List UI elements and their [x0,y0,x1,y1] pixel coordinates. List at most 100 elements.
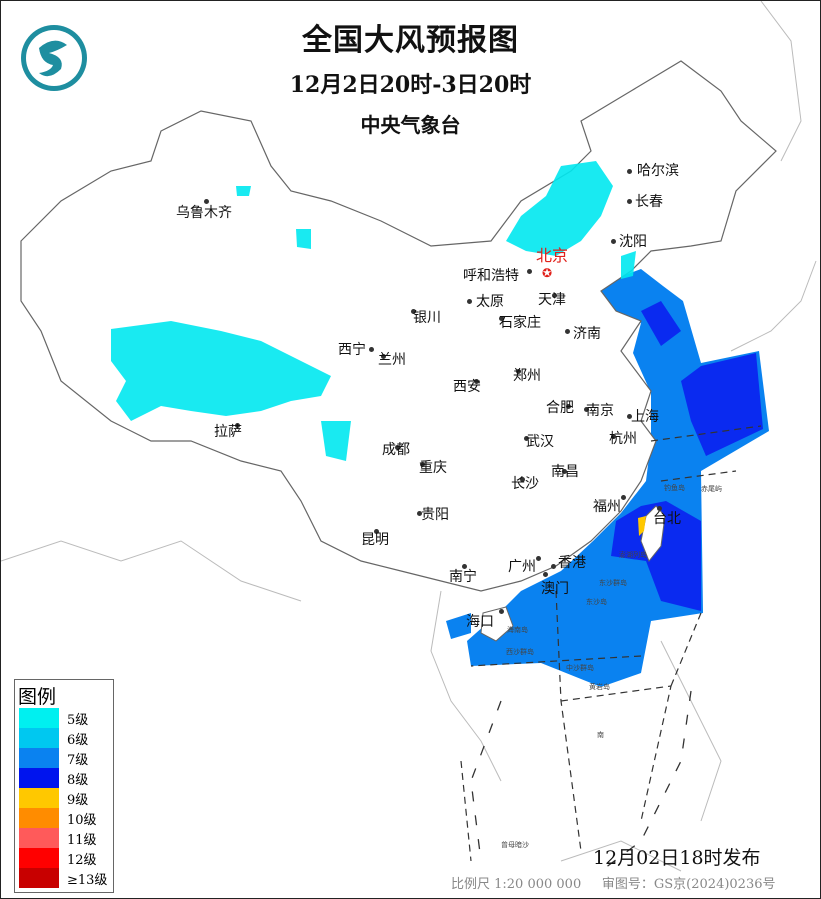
city-label: 兰州 [378,352,406,368]
city-dot [565,329,570,334]
city-label: 上海 [631,409,659,425]
city-dot [566,404,571,409]
legend-label: 5级 [67,712,89,728]
wind-area-level5-tibet [111,321,351,461]
city-label: 西宁 [338,342,366,358]
legend-swatch [19,728,59,748]
island-label: 黄岩岛 [589,683,610,691]
city-dot [611,434,616,439]
legend-label: 11级 [67,832,97,848]
city-label: 石家庄 [499,315,541,331]
neighbor-borders [1,1,817,872]
city-label: 长沙 [511,476,539,492]
city-label: 贵阳 [421,507,449,523]
island-label: 赤尾屿 [701,485,722,493]
legend-swatch [19,808,59,828]
city-label: 哈尔滨 [637,163,679,179]
forecast-period: 12月2日20时-3日20时 [289,72,532,98]
legend-label: 6级 [67,732,89,748]
legend-label: 8级 [67,772,89,788]
city-label: 沈阳 [619,234,647,250]
island-label: 中沙群岛 [566,664,594,672]
city-label: 南京 [586,403,614,419]
city-dot [621,495,626,500]
city-label: 重庆 [419,460,447,476]
city-dot [536,556,541,561]
city-dot [657,506,662,511]
legend-item: 9级 [15,788,113,808]
city-label: 昆明 [361,532,389,548]
legend-item: 5级 [15,708,113,728]
capital-star-icon: ✪ [542,266,553,280]
city-label: 济南 [573,326,601,342]
legend-swatch [19,748,59,768]
city-dot [584,407,589,412]
city-dot [543,572,548,577]
city-dot [235,423,240,428]
legend-swatch [19,828,59,848]
legend-swatch [19,708,59,728]
city-label: 成都 [382,442,410,458]
city-dot [552,293,557,298]
city-label: 呼和浩特 [463,268,519,284]
city-dot [417,511,422,516]
approval-number: 审图号：GS京(2024)0236号 [601,877,776,892]
legend-item: 10级 [15,808,113,828]
island-label: 曾母暗沙 [501,841,529,849]
cma-logo [21,25,87,91]
capital-label: 北京 [536,246,569,265]
city-dot [499,609,504,614]
legend-title: 图例 [18,686,57,708]
island-label: 澎湖列岛 [619,551,647,559]
island-label: 东沙群岛 [599,579,627,587]
city-dot [627,199,632,204]
city-dot [369,347,374,352]
issuing-agency: 中央气象台 [360,113,461,137]
city-label: 杭州 [609,431,637,447]
city-label: 广州 [508,559,536,575]
legend-swatch [19,848,59,868]
legend-item: 12级 [15,848,113,868]
city-label: 南宁 [449,569,477,585]
nine-dash-line [470,690,692,872]
map-footer: 比例尺 1:20 000 000 审图号：GS京(2024)0236号 [451,873,776,892]
legend-label: 9级 [67,792,89,808]
city-label: 天津 [538,292,566,308]
city-dot [374,529,379,534]
island-label: 南 [597,731,604,739]
city-label: 南昌 [551,464,579,480]
legend-item: ≥13级 [15,868,113,888]
city-dot [499,316,504,321]
city-dot [411,309,416,314]
wind-area-level9 [638,516,646,536]
legend-swatch [19,768,59,788]
legend-item: 8级 [15,768,113,788]
island-label: 钓鱼岛 [664,484,685,492]
city-label: 郑州 [513,368,541,384]
wind-area-level7-hainan-west [446,613,471,639]
legend-item: 11级 [15,828,113,848]
city-dot [520,477,525,482]
city-dot [627,169,632,174]
island-label: 海南岛 [507,626,528,634]
city-dot [462,564,467,569]
island-label: 东沙岛 [586,598,607,606]
wind-area-level5-northeast [236,161,636,279]
city-dot [420,462,425,467]
island-label: 西沙群岛 [506,648,534,656]
city-label: 台北 [653,511,681,527]
legend-label: 12级 [67,852,97,868]
legend-item: 6级 [15,728,113,748]
hainan-island [480,606,514,642]
city-label: 福州 [593,499,621,515]
city-dot [524,436,529,441]
city-dot [381,354,386,359]
city-dot [516,369,521,374]
city-label: 太原 [476,294,504,310]
city-label: 澳门 [541,581,569,597]
city-label: 长春 [635,194,663,210]
legend-label: 10级 [67,812,97,828]
issue-time: 12月02日18时发布 [593,847,761,869]
sea-area-dividers [460,425,762,862]
